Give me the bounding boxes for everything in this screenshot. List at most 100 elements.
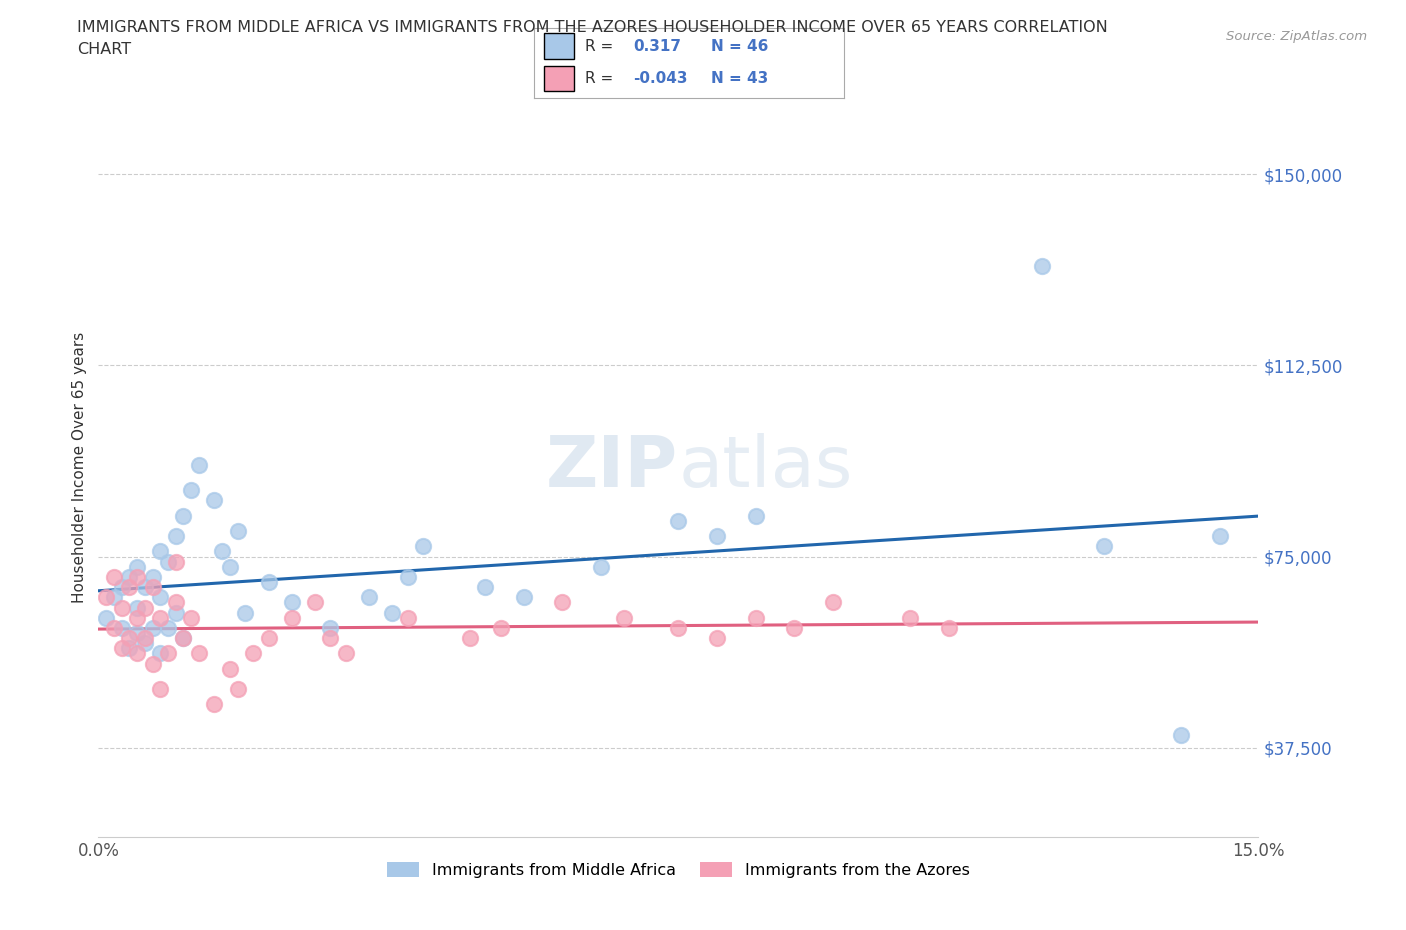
Text: Source: ZipAtlas.com: Source: ZipAtlas.com [1226, 30, 1367, 43]
Point [706, 529, 728, 544]
Point [118, 641, 141, 656]
Point [188, 646, 211, 661]
Y-axis label: Householder Income Over 65 years: Householder Income Over 65 years [72, 332, 87, 603]
Point [172, 631, 194, 645]
Text: IMMIGRANTS FROM MIDDLE AFRICA VS IMMIGRANTS FROM THE AZORES HOUSEHOLDER INCOME O: IMMIGRANTS FROM MIDDLE AFRICA VS IMMIGRA… [77, 20, 1108, 35]
Point [103, 590, 125, 604]
Point [103, 569, 125, 584]
Point [127, 600, 149, 615]
Point [141, 579, 165, 594]
Point [1031, 259, 1053, 273]
Point [118, 631, 141, 645]
Point [396, 610, 419, 625]
Text: N = 46: N = 46 [710, 38, 768, 54]
Point [180, 483, 202, 498]
Point [396, 569, 419, 584]
Point [149, 544, 172, 559]
Point [335, 646, 357, 661]
Text: R =: R = [585, 38, 613, 54]
Point [157, 620, 180, 635]
Point [188, 458, 211, 472]
Point [304, 595, 326, 610]
Point [157, 554, 180, 569]
Point [172, 631, 194, 645]
FancyBboxPatch shape [544, 65, 575, 91]
Point [513, 590, 536, 604]
Point [319, 631, 342, 645]
Point [1092, 538, 1115, 553]
Point [219, 661, 242, 676]
Point [281, 610, 304, 625]
Point [381, 605, 404, 620]
Point [458, 631, 481, 645]
Legend: Immigrants from Middle Africa, Immigrants from the Azores: Immigrants from Middle Africa, Immigrant… [381, 856, 976, 884]
Point [111, 620, 132, 635]
Point [165, 605, 187, 620]
Point [257, 631, 280, 645]
Point [165, 529, 187, 544]
Text: CHART: CHART [77, 42, 131, 57]
Point [281, 595, 304, 610]
FancyBboxPatch shape [544, 33, 575, 59]
Point [141, 569, 165, 584]
Point [141, 620, 165, 635]
Point [103, 620, 125, 635]
Point [235, 605, 257, 620]
Point [96, 610, 118, 625]
Point [204, 697, 226, 711]
Text: 0.317: 0.317 [633, 38, 682, 54]
Point [127, 626, 149, 641]
Point [211, 544, 233, 559]
Point [141, 657, 165, 671]
Text: -0.043: -0.043 [633, 71, 688, 86]
Point [783, 620, 806, 635]
Text: R =: R = [585, 71, 613, 86]
Point [180, 610, 202, 625]
Point [134, 600, 156, 615]
Point [319, 620, 342, 635]
Point [666, 513, 689, 528]
Point [134, 631, 156, 645]
Point [149, 610, 172, 625]
Point [706, 631, 728, 645]
Point [165, 595, 187, 610]
Point [551, 595, 574, 610]
Point [666, 620, 689, 635]
Point [412, 538, 434, 553]
Point [613, 610, 636, 625]
Point [157, 646, 180, 661]
Point [111, 641, 132, 656]
Text: atlas: atlas [678, 432, 853, 502]
Point [900, 610, 922, 625]
Point [226, 524, 249, 538]
Point [127, 610, 149, 625]
Point [1170, 727, 1192, 742]
Point [204, 493, 226, 508]
Point [111, 600, 132, 615]
Point [257, 575, 280, 590]
Point [226, 682, 249, 697]
Point [118, 569, 141, 584]
Point [219, 559, 242, 574]
Point [821, 595, 844, 610]
Point [127, 646, 149, 661]
Point [474, 579, 496, 594]
Point [149, 682, 172, 697]
Point [96, 590, 118, 604]
Text: N = 43: N = 43 [710, 71, 768, 86]
Point [242, 646, 264, 661]
Point [134, 579, 156, 594]
Point [111, 579, 132, 594]
Text: ZIP: ZIP [546, 432, 678, 502]
Point [745, 610, 768, 625]
Point [134, 636, 156, 651]
Point [359, 590, 381, 604]
Point [165, 554, 187, 569]
Point [745, 509, 768, 524]
Point [149, 590, 172, 604]
Point [938, 620, 960, 635]
Point [127, 569, 149, 584]
Point [172, 509, 194, 524]
Point [1209, 529, 1232, 544]
Point [118, 579, 141, 594]
